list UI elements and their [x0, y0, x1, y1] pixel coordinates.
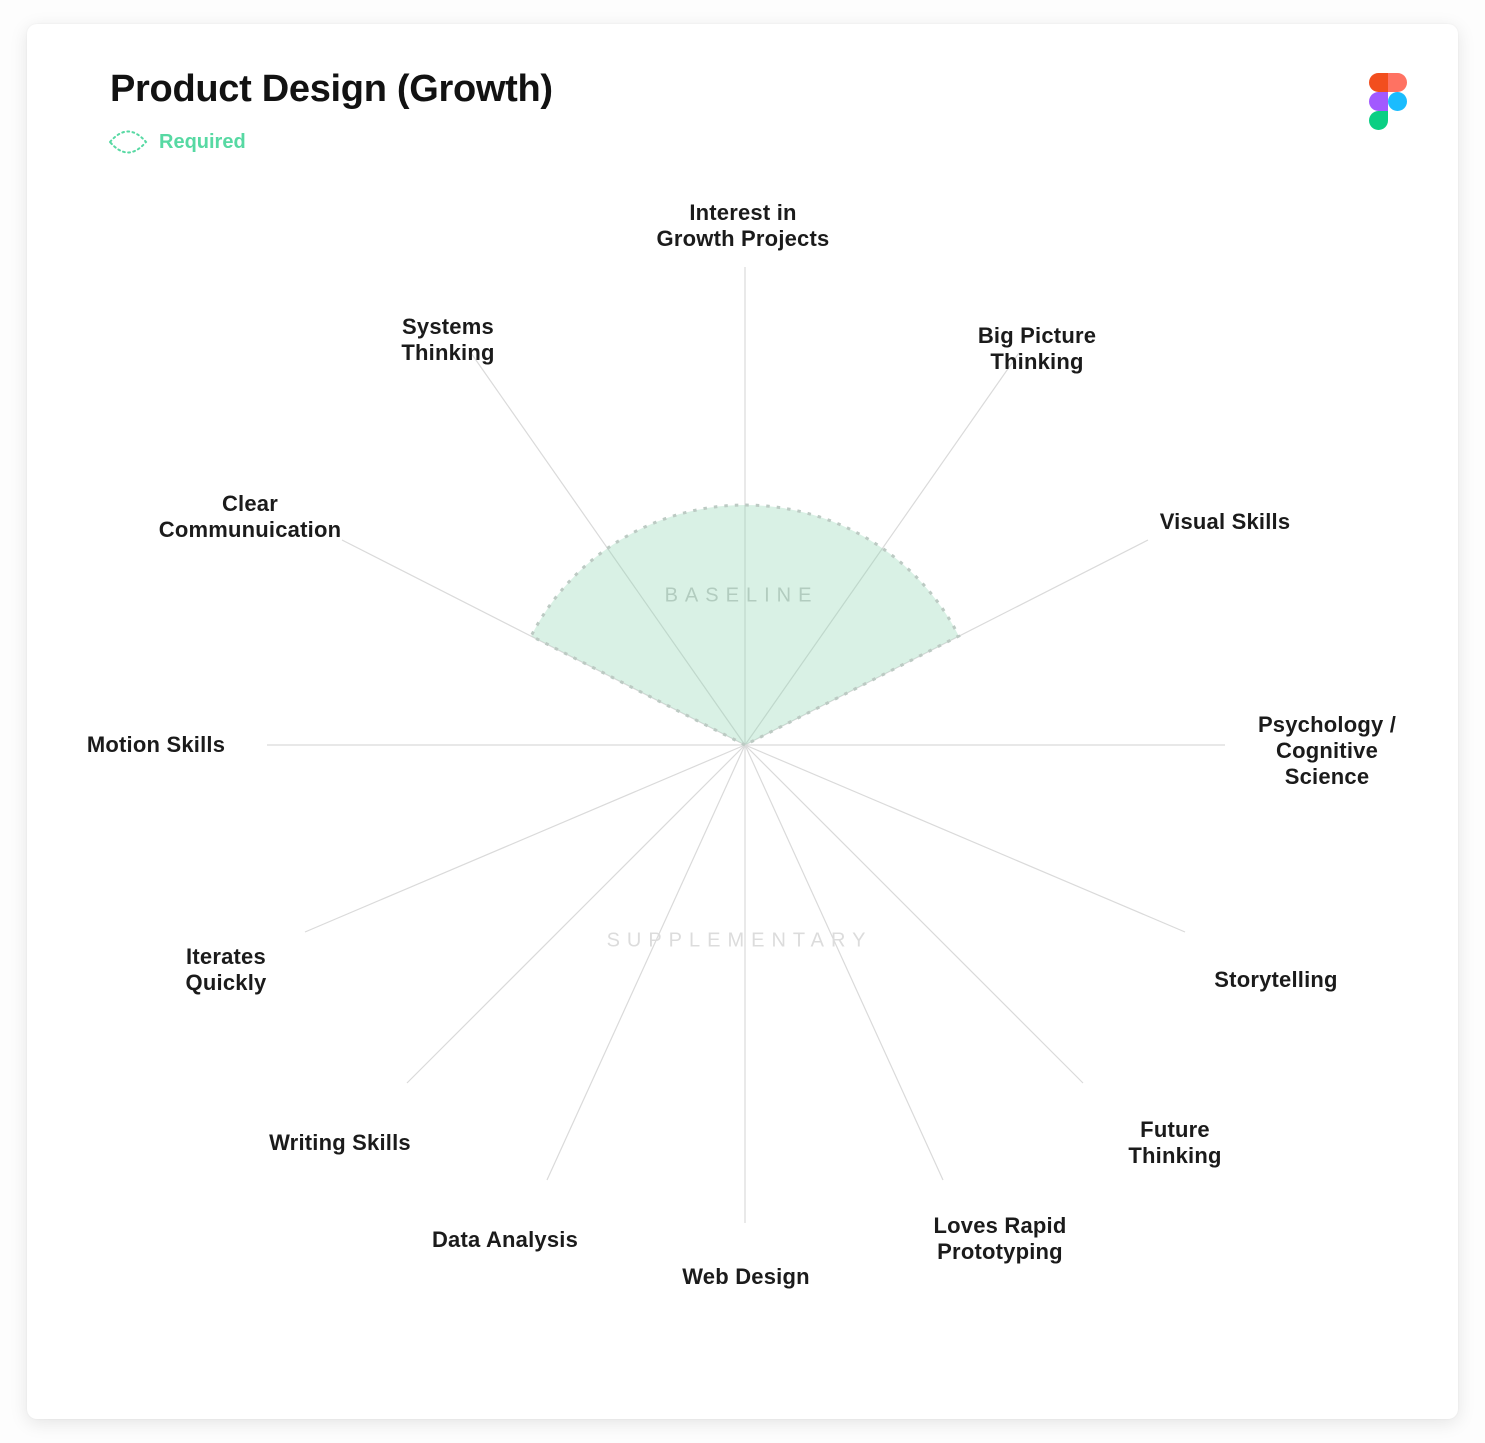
- axis-line-iterates-quickly: [304, 744, 746, 933]
- axis-line-visual-skills: [744, 539, 1149, 746]
- axis-label-psychology-cognitive-science: Psychology / Cognitive Science: [1257, 712, 1397, 789]
- figma-logo-purple: [1369, 92, 1388, 111]
- axis-label-visual-skills: Visual Skills: [1159, 509, 1291, 535]
- axis-label-data-analysis: Data Analysis: [431, 1227, 579, 1253]
- axis-label-future-thinking: Future Thinking: [1128, 1117, 1222, 1168]
- axis-label-iterates-quickly: Iterates Quickly: [185, 944, 267, 995]
- axis-line-loves-rapid-prototyping: [744, 744, 944, 1181]
- axis-line-big-picture-thinking: [744, 352, 1020, 746]
- figma-logo-green: [1369, 111, 1388, 130]
- supplementary-zone-label: SUPPLEMENTARY: [606, 929, 873, 952]
- axis-label-clear-communuication: Clear Communuication: [158, 491, 342, 542]
- axis-line-storytelling: [744, 744, 1186, 933]
- baseline-zone-label: BASELINE: [664, 584, 819, 607]
- baseline-region: [529, 503, 961, 747]
- axis-label-motion-skills: Motion Skills: [86, 732, 226, 758]
- axis-label-interest-in-growth-projects: Interest in Growth Projects: [656, 200, 830, 251]
- legend: Required: [108, 129, 246, 155]
- figma-logo-red: [1369, 73, 1388, 92]
- axis-label-storytelling: Storytelling: [1214, 967, 1338, 993]
- axis-label-loves-rapid-prototyping: Loves Rapid Prototyping: [933, 1213, 1067, 1264]
- legend-label: Required: [159, 130, 246, 153]
- axis-line-data-analysis: [546, 744, 746, 1181]
- page-title: Product Design (Growth): [110, 68, 553, 110]
- figma-logo-salmon: [1388, 73, 1407, 92]
- axis-label-systems-thinking: Systems Thinking: [401, 314, 495, 365]
- axis-line-future-thinking: [744, 744, 1084, 1084]
- axis-label-writing-skills: Writing Skills: [269, 1130, 411, 1156]
- required-fan-icon: [108, 130, 148, 154]
- figma-logo-blue: [1388, 92, 1407, 111]
- figma-logo-icon: [1369, 73, 1407, 130]
- axis-line-writing-skills: [406, 744, 746, 1084]
- chart-card: [27, 24, 1458, 1419]
- axis-label-web-design: Web Design: [682, 1264, 810, 1290]
- axis-label-big-picture-thinking: Big Picture Thinking: [977, 323, 1097, 374]
